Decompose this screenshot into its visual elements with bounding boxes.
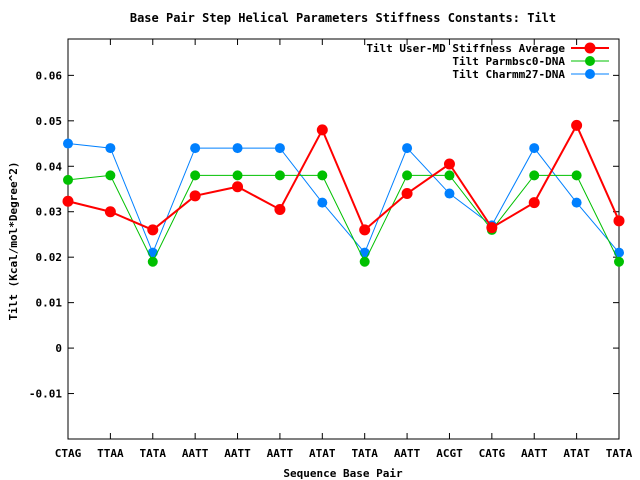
series-layer bbox=[62, 119, 625, 267]
y-axis-ticks: -0.01 0 0.01 0.02 0.03 0.04 0.05 0.06 bbox=[29, 69, 619, 401]
legend-marker bbox=[585, 69, 595, 79]
x-tick-label: TTAA bbox=[97, 447, 124, 460]
data-point bbox=[528, 197, 540, 209]
legend-label: Tilt Parmbsc0-DNA bbox=[452, 55, 565, 68]
data-point bbox=[190, 170, 201, 181]
data-point bbox=[402, 170, 413, 181]
data-point bbox=[104, 206, 116, 218]
x-tick-label: TATA bbox=[606, 447, 633, 460]
x-tick-label: CATG bbox=[479, 447, 506, 460]
data-point bbox=[359, 256, 370, 267]
x-tick-label: AATT bbox=[521, 447, 548, 460]
x-tick-label: AATT bbox=[267, 447, 294, 460]
x-tick-label: ATAT bbox=[309, 447, 336, 460]
legend-label: Tilt Charmm27-DNA bbox=[452, 68, 565, 81]
data-point bbox=[359, 247, 370, 258]
series-line bbox=[67, 143, 620, 254]
data-point bbox=[571, 197, 582, 208]
data-point bbox=[571, 119, 583, 131]
data-point bbox=[189, 190, 201, 202]
data-point bbox=[274, 203, 286, 215]
data-point bbox=[232, 143, 243, 154]
x-tick-label: AATT bbox=[394, 447, 421, 460]
data-point bbox=[402, 143, 413, 154]
y-tick-label: 0.02 bbox=[36, 251, 63, 264]
legend-marker bbox=[584, 42, 596, 54]
data-point bbox=[317, 170, 328, 181]
data-point bbox=[232, 181, 244, 193]
series-1 bbox=[63, 170, 624, 267]
data-point bbox=[105, 170, 116, 181]
y-tick-label: 0.04 bbox=[36, 160, 63, 173]
series-2 bbox=[63, 138, 624, 258]
legend-label: Tilt User-MD Stiffness Average bbox=[366, 42, 565, 55]
data-point bbox=[529, 143, 540, 154]
y-tick-label: 0.03 bbox=[36, 206, 63, 219]
y-tick-label: 0.06 bbox=[36, 69, 63, 82]
x-tick-label: AATT bbox=[182, 447, 209, 460]
data-point bbox=[147, 256, 158, 267]
x-axis-ticks: CTAG TTAA TATA AATT AATT AATT ATAT TATA AATT ACGT… bbox=[55, 39, 633, 460]
data-point bbox=[401, 188, 413, 200]
series-line bbox=[67, 123, 620, 232]
data-point bbox=[614, 247, 624, 258]
data-point bbox=[571, 170, 582, 181]
plot-area-frame bbox=[67, 38, 620, 440]
data-point bbox=[274, 143, 285, 154]
x-tick-label: AATT bbox=[224, 447, 251, 460]
data-point bbox=[63, 174, 73, 185]
data-point bbox=[444, 170, 455, 181]
y-tick-label: 0.01 bbox=[36, 297, 63, 310]
series-line bbox=[67, 174, 620, 263]
y-tick-label: -0.01 bbox=[29, 388, 62, 401]
data-point bbox=[147, 247, 158, 258]
data-point bbox=[444, 188, 455, 199]
x-tick-label: ACGT bbox=[436, 447, 463, 460]
data-point bbox=[62, 195, 74, 207]
x-tick-label: TATA bbox=[140, 447, 167, 460]
x-tick-label: CTAG bbox=[55, 447, 82, 460]
series-0 bbox=[62, 119, 625, 236]
x-axis-label: Sequence Base Pair bbox=[283, 467, 403, 480]
x-tick-label: ATAT bbox=[563, 447, 590, 460]
data-point bbox=[317, 197, 328, 208]
data-point bbox=[63, 138, 73, 149]
data-point bbox=[613, 215, 625, 227]
data-point bbox=[316, 124, 328, 136]
legend-marker bbox=[585, 56, 595, 66]
data-point bbox=[232, 170, 243, 181]
data-point bbox=[614, 256, 624, 267]
data-point bbox=[105, 143, 116, 154]
data-point bbox=[190, 143, 201, 154]
chart-title: Base Pair Step Helical Parameters Stiffn… bbox=[130, 11, 556, 25]
y-axis-label: Tilt (Kcal/mol*Degree^2) bbox=[7, 162, 20, 321]
data-point bbox=[274, 170, 285, 181]
data-point bbox=[443, 158, 455, 170]
y-tick-label: 0.05 bbox=[36, 115, 63, 128]
data-point bbox=[359, 224, 371, 236]
x-tick-label: TATA bbox=[351, 447, 378, 460]
y-tick-label: 0 bbox=[55, 342, 62, 355]
data-point bbox=[486, 222, 498, 234]
data-point bbox=[147, 224, 159, 236]
data-point bbox=[529, 170, 540, 181]
